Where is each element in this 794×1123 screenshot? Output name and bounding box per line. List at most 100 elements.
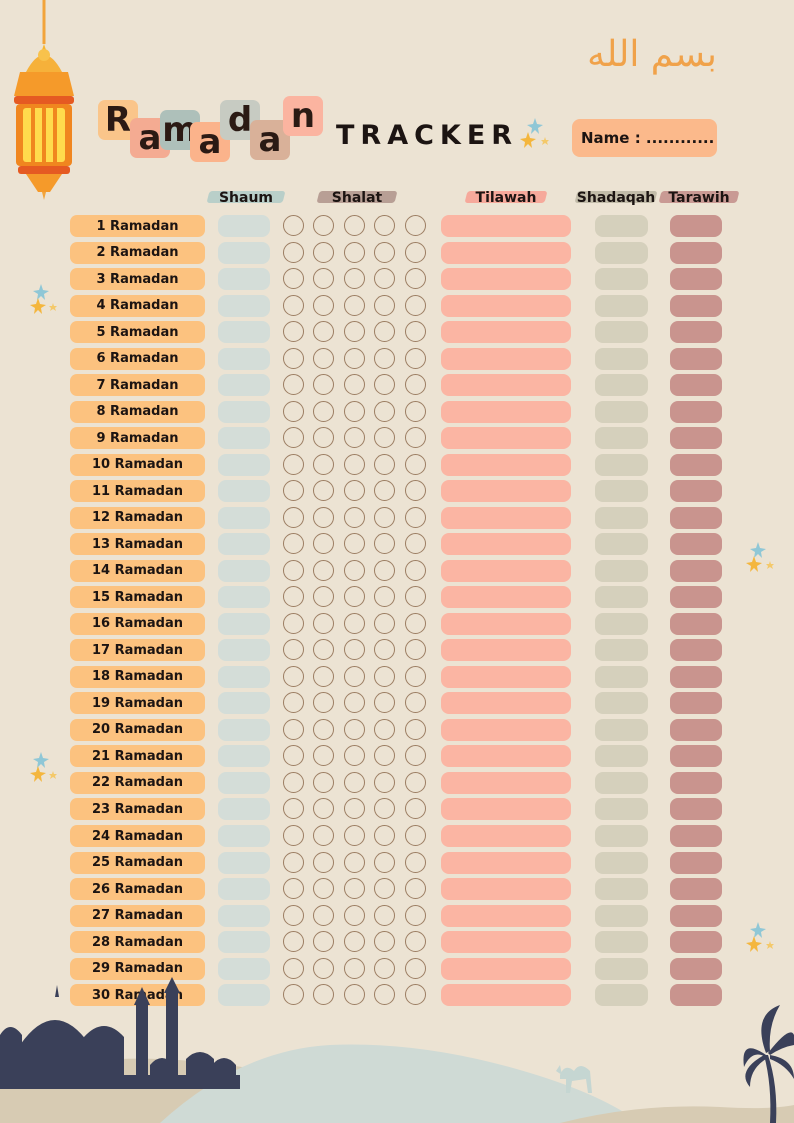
shaum-cell[interactable] [218, 215, 270, 237]
shalat-checkbox-2[interactable] [313, 294, 334, 316]
shaum-cell[interactable] [218, 453, 270, 476]
tilawah-cell[interactable] [441, 984, 571, 1007]
tarawih-cell[interactable] [670, 427, 722, 450]
shalat-checkbox-1[interactable] [283, 533, 304, 555]
shalat-checkbox-5[interactable] [405, 427, 426, 449]
tarawih-cell[interactable] [670, 268, 722, 290]
shalat-checkbox-1[interactable] [283, 931, 304, 952]
shalat-checkbox-5[interactable] [405, 957, 426, 979]
shaum-cell[interactable] [218, 771, 270, 794]
shaum-cell[interactable] [218, 268, 270, 290]
shadaqah-cell[interactable] [595, 453, 648, 476]
shalat-checkbox-3[interactable] [344, 427, 365, 449]
shalat-checkbox-2[interactable] [313, 612, 334, 634]
shalat-checkbox-3[interactable] [344, 453, 365, 475]
shalat-checkbox-2[interactable] [313, 374, 334, 396]
shalat-checkbox-1[interactable] [283, 294, 304, 316]
shalat-checkbox-5[interactable] [405, 878, 426, 899]
shalat-checkbox-2[interactable] [313, 745, 334, 767]
shalat-checkbox-4[interactable] [374, 586, 395, 608]
shadaqah-cell[interactable] [595, 400, 648, 423]
shalat-checkbox-1[interactable] [283, 374, 304, 396]
tilawah-cell[interactable] [441, 427, 571, 450]
shalat-checkbox-5[interactable] [405, 506, 426, 528]
shalat-checkbox-5[interactable] [405, 931, 426, 952]
shalat-checkbox-1[interactable] [283, 321, 304, 343]
shalat-checkbox-1[interactable] [283, 665, 304, 687]
tarawih-cell[interactable] [670, 639, 722, 662]
shaum-cell[interactable] [218, 665, 270, 688]
tarawih-cell[interactable] [670, 798, 722, 821]
shalat-checkbox-1[interactable] [283, 878, 304, 899]
shaum-cell[interactable] [218, 692, 270, 715]
shalat-checkbox-2[interactable] [313, 639, 334, 661]
shalat-checkbox-5[interactable] [405, 374, 426, 396]
shalat-checkbox-4[interactable] [374, 268, 395, 289]
tilawah-cell[interactable] [441, 878, 571, 900]
shalat-checkbox-1[interactable] [283, 268, 304, 289]
shalat-checkbox-4[interactable] [374, 294, 395, 316]
shalat-checkbox-1[interactable] [283, 639, 304, 661]
shaum-cell[interactable] [218, 347, 270, 370]
shaum-cell[interactable] [218, 718, 270, 741]
shalat-checkbox-1[interactable] [283, 957, 304, 979]
tilawah-cell[interactable] [441, 559, 571, 582]
tilawah-cell[interactable] [441, 321, 571, 344]
shalat-checkbox-3[interactable] [344, 931, 365, 952]
shalat-checkbox-3[interactable] [344, 506, 365, 528]
shaum-cell[interactable] [218, 904, 270, 927]
tilawah-cell[interactable] [441, 665, 571, 688]
shalat-checkbox-4[interactable] [374, 427, 395, 449]
shaum-cell[interactable] [218, 825, 270, 847]
shaum-cell[interactable] [218, 480, 270, 503]
shalat-checkbox-3[interactable] [344, 400, 365, 422]
shaum-cell[interactable] [218, 639, 270, 662]
shadaqah-cell[interactable] [595, 294, 648, 317]
shalat-checkbox-1[interactable] [283, 427, 304, 449]
shadaqah-cell[interactable] [595, 665, 648, 688]
tilawah-cell[interactable] [441, 215, 571, 237]
shadaqah-cell[interactable] [595, 692, 648, 715]
tarawih-cell[interactable] [670, 294, 722, 317]
tarawih-cell[interactable] [670, 957, 722, 980]
shalat-checkbox-4[interactable] [374, 533, 395, 555]
shalat-checkbox-3[interactable] [344, 321, 365, 343]
shalat-checkbox-4[interactable] [374, 878, 395, 899]
shalat-checkbox-3[interactable] [344, 984, 365, 1006]
shalat-checkbox-2[interactable] [313, 586, 334, 608]
tarawih-cell[interactable] [670, 241, 722, 264]
shalat-checkbox-2[interactable] [313, 480, 334, 502]
tilawah-cell[interactable] [441, 506, 571, 529]
tarawih-cell[interactable] [670, 904, 722, 927]
name-field[interactable]: Name : ............ [572, 119, 717, 157]
shalat-checkbox-4[interactable] [374, 215, 395, 236]
tilawah-cell[interactable] [441, 957, 571, 980]
shalat-checkbox-2[interactable] [313, 665, 334, 687]
shalat-checkbox-4[interactable] [374, 480, 395, 502]
tilawah-cell[interactable] [441, 639, 571, 662]
shalat-checkbox-2[interactable] [313, 771, 334, 793]
shadaqah-cell[interactable] [595, 533, 648, 556]
shaum-cell[interactable] [218, 931, 270, 953]
tilawah-cell[interactable] [441, 480, 571, 503]
shalat-checkbox-5[interactable] [405, 559, 426, 581]
shaum-cell[interactable] [218, 851, 270, 874]
shadaqah-cell[interactable] [595, 957, 648, 980]
shadaqah-cell[interactable] [595, 639, 648, 662]
shaum-cell[interactable] [218, 798, 270, 821]
shalat-checkbox-3[interactable] [344, 851, 365, 873]
tarawih-cell[interactable] [670, 665, 722, 688]
shalat-checkbox-3[interactable] [344, 559, 365, 581]
shadaqah-cell[interactable] [595, 241, 648, 264]
shalat-checkbox-3[interactable] [344, 294, 365, 316]
shaum-cell[interactable] [218, 878, 270, 900]
shalat-checkbox-2[interactable] [313, 851, 334, 873]
tarawih-cell[interactable] [670, 586, 722, 609]
shalat-checkbox-1[interactable] [283, 745, 304, 767]
tilawah-cell[interactable] [441, 771, 571, 794]
shalat-checkbox-2[interactable] [313, 718, 334, 740]
shalat-checkbox-2[interactable] [313, 506, 334, 528]
shalat-checkbox-2[interactable] [313, 559, 334, 581]
tilawah-cell[interactable] [441, 745, 571, 768]
shalat-checkbox-3[interactable] [344, 957, 365, 979]
